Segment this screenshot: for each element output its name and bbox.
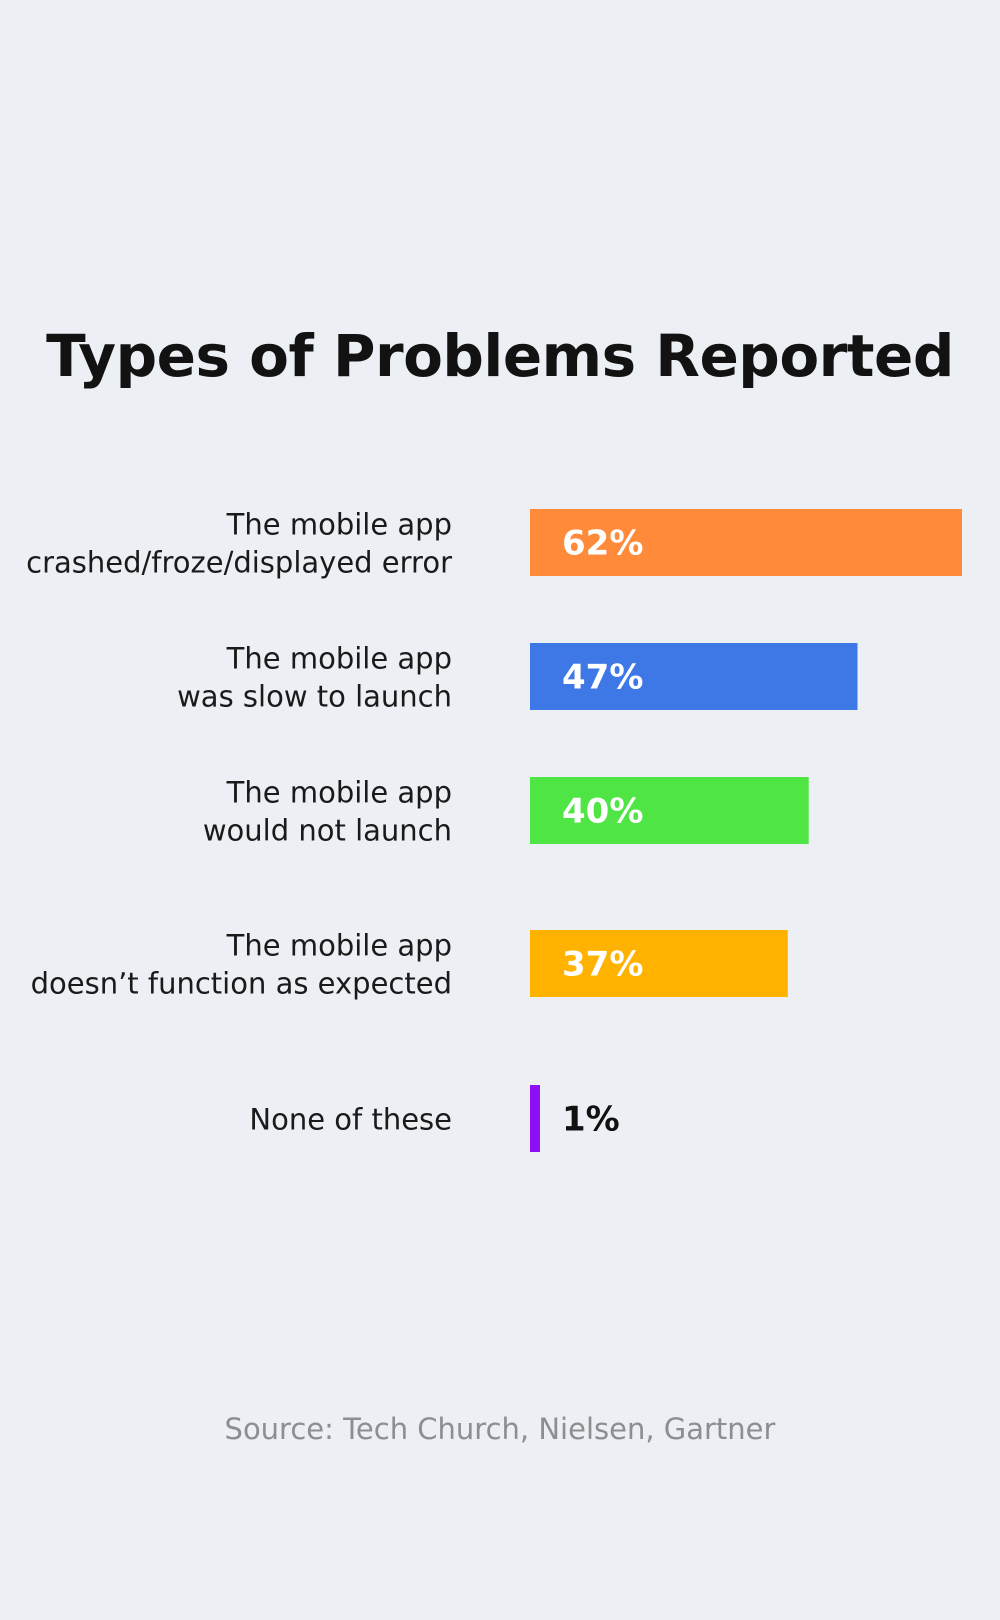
category-label-line: The mobile app: [226, 776, 452, 810]
source-note: Source: Tech Church, Nielsen, Gartner: [224, 1412, 776, 1446]
bar: [530, 1085, 540, 1152]
bar: [530, 509, 962, 576]
category-label: The mobile app would not launch: [203, 776, 452, 848]
category-label-line: None of these: [249, 1103, 452, 1137]
bar-row: 40% The mobile app would not launch: [203, 776, 809, 848]
category-label: The mobile app crashed/froze/displayed er…: [26, 508, 452, 580]
bar: [530, 643, 858, 710]
category-label: The mobile app was slow to launch: [177, 642, 452, 714]
bar-value-label: 40%: [562, 792, 643, 832]
bar-value-label: 1%: [562, 1100, 620, 1140]
category-label: None of these: [249, 1103, 452, 1137]
bar-row: 1% None of these: [249, 1085, 620, 1152]
category-label-line: would not launch: [203, 814, 452, 848]
bar-value-label: 62%: [562, 524, 643, 564]
category-label-line: crashed/froze/displayed error: [26, 546, 452, 580]
bar-value-label: 47%: [562, 658, 643, 698]
category-label-line: doesn’t function as expected: [31, 967, 452, 1001]
bar-value-label: 37%: [562, 945, 643, 985]
bar-row: 37% The mobile app doesn’t function as exp…: [31, 929, 788, 1001]
category-label-line: The mobile app: [226, 508, 452, 542]
category-label-line: The mobile app: [226, 929, 452, 963]
category-label-line: The mobile app: [226, 642, 452, 676]
bar-row: 47% The mobile app was slow to launch: [177, 642, 858, 714]
bar-row: 62% The mobile app crashed/froze/displayed…: [26, 508, 962, 580]
category-label: The mobile app doesn’t function as expect…: [31, 929, 452, 1001]
bar: [530, 930, 788, 997]
bar: [530, 777, 809, 844]
category-label-line: was slow to launch: [177, 680, 452, 714]
chart-title: Types of Problems Reported: [46, 322, 954, 390]
